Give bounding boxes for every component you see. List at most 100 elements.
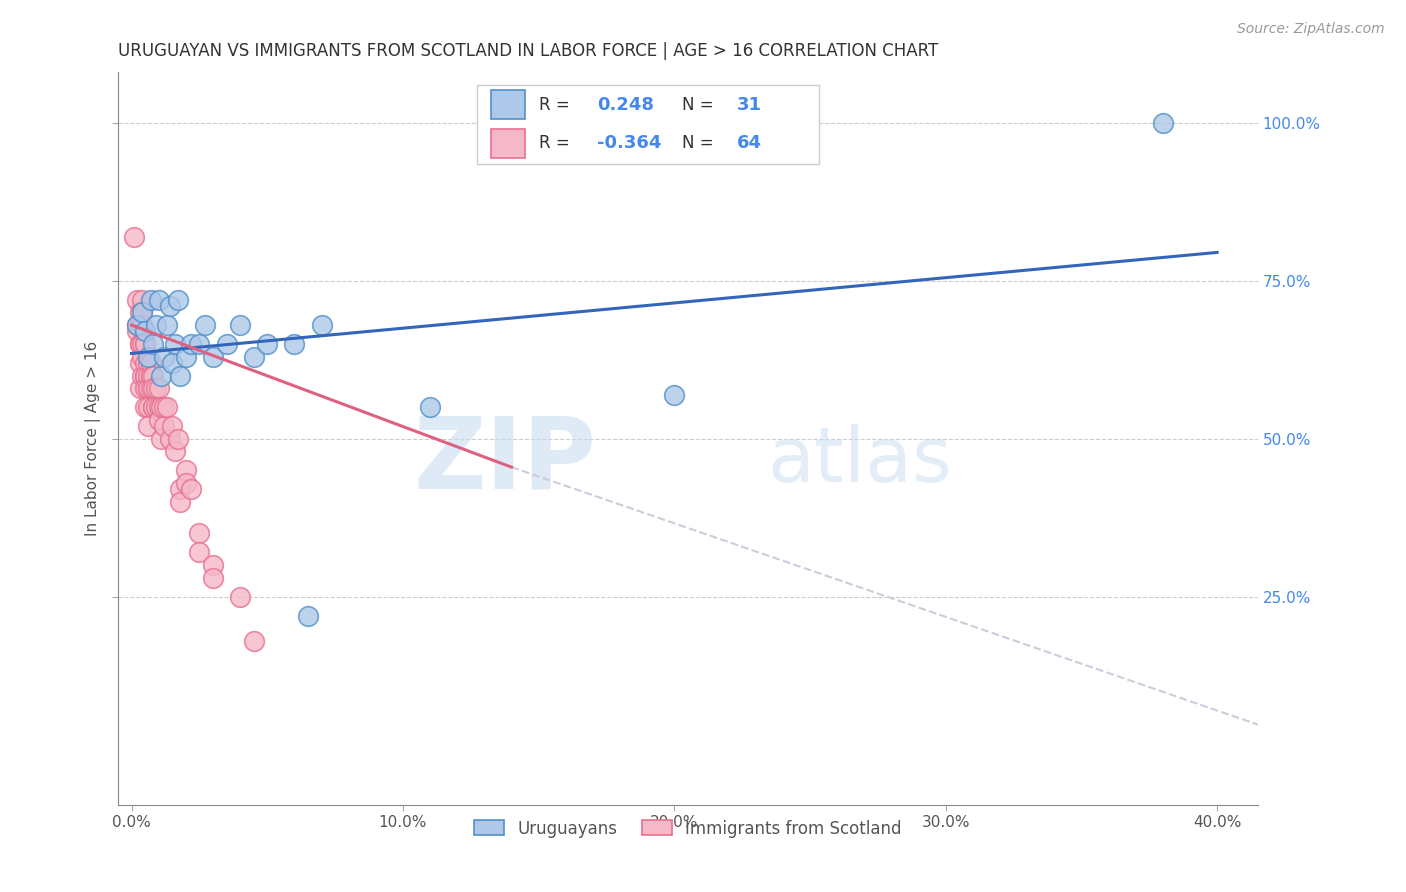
Point — [180, 337, 202, 351]
Point — [139, 356, 162, 370]
Point — [142, 400, 165, 414]
Text: atlas: atlas — [768, 424, 953, 498]
Point — [134, 368, 156, 383]
Point — [174, 463, 197, 477]
Point — [201, 350, 224, 364]
Point — [131, 350, 153, 364]
Point — [229, 590, 252, 604]
Point — [163, 444, 186, 458]
Point — [131, 293, 153, 307]
Point — [188, 526, 211, 541]
Point — [256, 337, 278, 351]
Point — [215, 337, 238, 351]
Point — [148, 381, 170, 395]
Text: URUGUAYAN VS IMMIGRANTS FROM SCOTLAND IN LABOR FORCE | AGE > 16 CORRELATION CHAR: URUGUAYAN VS IMMIGRANTS FROM SCOTLAND IN… — [118, 42, 938, 60]
Point — [139, 368, 162, 383]
Point — [139, 381, 162, 395]
Point — [139, 356, 162, 370]
Point — [159, 432, 181, 446]
Point — [156, 318, 179, 332]
Point — [139, 293, 162, 307]
Point — [134, 381, 156, 395]
Point — [163, 337, 186, 351]
Point — [134, 337, 156, 351]
Point — [128, 356, 150, 370]
Point — [128, 337, 150, 351]
Text: Source: ZipAtlas.com: Source: ZipAtlas.com — [1237, 22, 1385, 37]
Point — [148, 400, 170, 414]
Point — [148, 293, 170, 307]
Point — [169, 482, 191, 496]
Point — [136, 356, 159, 370]
Point — [153, 400, 176, 414]
Point — [131, 318, 153, 332]
Point — [134, 356, 156, 370]
Point — [242, 350, 264, 364]
Point — [180, 482, 202, 496]
Point — [134, 324, 156, 338]
Point — [136, 381, 159, 395]
Point — [174, 350, 197, 364]
Point — [150, 432, 173, 446]
Point — [125, 324, 148, 338]
Point — [311, 318, 333, 332]
Y-axis label: In Labor Force | Age > 16: In Labor Force | Age > 16 — [86, 341, 101, 536]
Point — [169, 495, 191, 509]
Point — [136, 368, 159, 383]
Point — [128, 381, 150, 395]
Point — [156, 400, 179, 414]
Point — [131, 318, 153, 332]
Point — [142, 368, 165, 383]
Point — [145, 400, 167, 414]
Point — [128, 337, 150, 351]
Point — [166, 432, 188, 446]
Point — [131, 305, 153, 319]
Point — [297, 608, 319, 623]
Point — [145, 318, 167, 332]
Point — [242, 633, 264, 648]
Point — [125, 318, 148, 332]
Point — [131, 337, 153, 351]
Point — [134, 368, 156, 383]
Point — [169, 368, 191, 383]
Point — [142, 400, 165, 414]
Point — [128, 318, 150, 332]
Point — [188, 545, 211, 559]
Point — [134, 400, 156, 414]
Point — [142, 381, 165, 395]
Point — [136, 350, 159, 364]
Point — [150, 368, 173, 383]
Point — [153, 419, 176, 434]
Point — [136, 381, 159, 395]
Point — [131, 305, 153, 319]
Point — [229, 318, 252, 332]
Point — [131, 368, 153, 383]
Point — [148, 413, 170, 427]
Legend: Uruguayans, Immigrants from Scotland: Uruguayans, Immigrants from Scotland — [467, 813, 908, 845]
Point — [125, 293, 148, 307]
Point — [139, 368, 162, 383]
Point — [194, 318, 217, 332]
Point — [174, 475, 197, 490]
Point — [153, 350, 176, 364]
Point — [150, 400, 173, 414]
Point — [201, 571, 224, 585]
Point — [1152, 116, 1174, 130]
Point — [664, 387, 686, 401]
Point — [128, 305, 150, 319]
Point — [201, 558, 224, 572]
Point — [283, 337, 305, 351]
Point — [136, 419, 159, 434]
Point — [188, 337, 211, 351]
Point — [162, 356, 184, 370]
Text: ZIP: ZIP — [413, 412, 596, 509]
Point — [142, 337, 165, 351]
Point — [159, 299, 181, 313]
Point — [122, 229, 145, 244]
Point — [134, 337, 156, 351]
Point — [145, 381, 167, 395]
Point — [419, 400, 441, 414]
Point — [125, 318, 148, 332]
Point — [162, 419, 184, 434]
Point — [166, 293, 188, 307]
